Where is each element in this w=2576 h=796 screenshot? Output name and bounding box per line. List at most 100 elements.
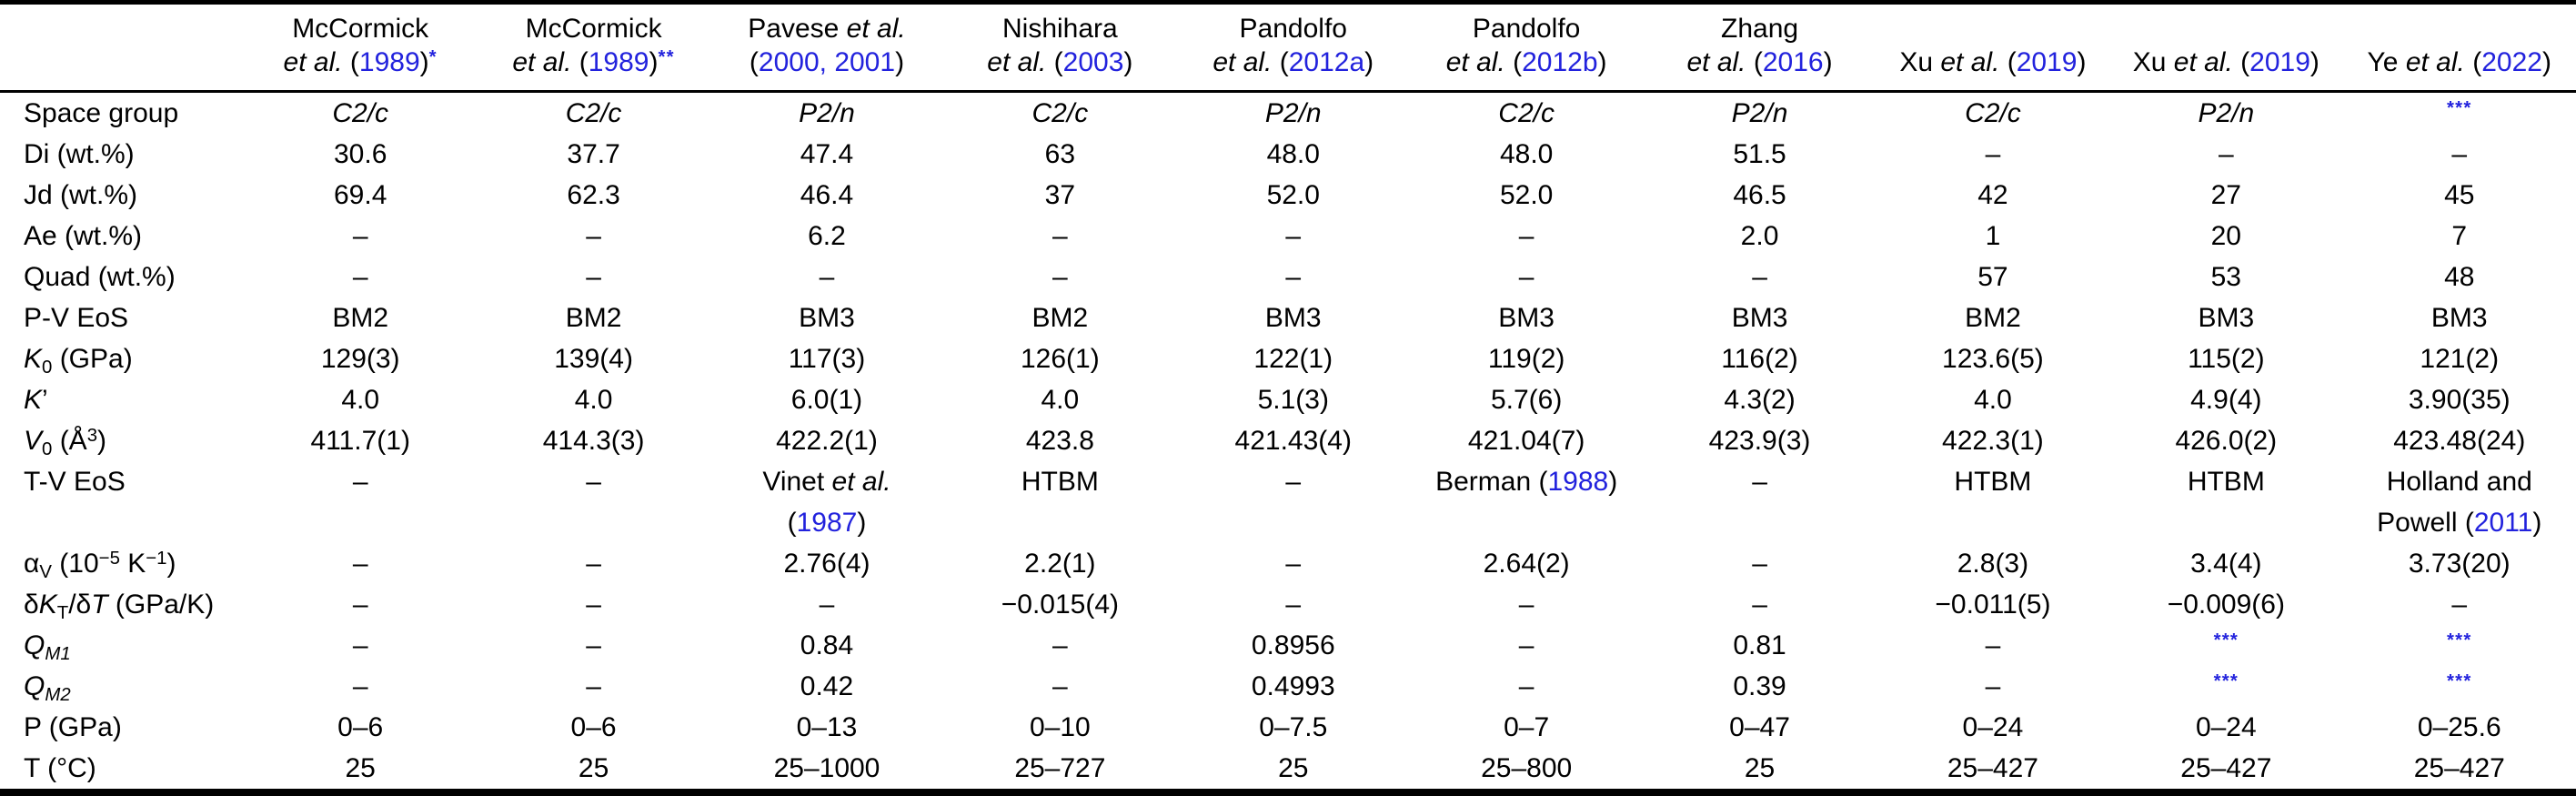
cell-ae-xu-2019-a: 1 <box>1877 216 2109 257</box>
cell-text: – <box>1518 671 1535 701</box>
text-segment: Q <box>24 630 45 660</box>
cell-di-mccormick-1989-b: 37.7 <box>477 134 709 175</box>
footnote-stars-link[interactable]: * <box>428 47 438 68</box>
cell-ae-pandolfo-2012a: – <box>1177 216 1410 257</box>
cell-text: 6.0(1) <box>790 385 863 415</box>
citation-year-link[interactable]: 1989 <box>588 47 649 77</box>
cell-text: – <box>1285 221 1302 251</box>
citation-year-link[interactable]: 2019 <box>2249 47 2310 77</box>
cell-k0-pavese-2000-2001: 117(3) <box>710 338 943 379</box>
citation-year-link[interactable]: 2000, <box>758 47 827 77</box>
text-segment: ) <box>2541 47 2551 77</box>
row-label-pv-eos: P-V EoS <box>0 297 244 338</box>
cell-dkt-dt-pandolfo-2012a: – <box>1177 584 1410 625</box>
cell-quad-pandolfo-2012a: – <box>1177 257 1410 297</box>
citation-year-link[interactable]: 2001 <box>834 47 896 77</box>
text-segment: K <box>24 344 43 374</box>
citation-year-link[interactable]: 2011 <box>2473 508 2533 538</box>
footnote-stars-link[interactable]: *** <box>2447 630 2472 651</box>
cell-alpha-v-xu-2019-a: 2.8(3) <box>1877 543 2109 584</box>
citation-year-link[interactable]: 1989 <box>358 47 420 77</box>
cell-v0-ye-2022: 423.48(24) <box>2343 420 2576 461</box>
table-row-qm1: QM1 – – 0.84 – 0.8956 – 0.81 – *** *** <box>0 625 2576 666</box>
cell-dkt-dt-pandolfo-2012b: – <box>1410 584 1643 625</box>
cell-pv-eos-nishihara-2003: BM2 <box>943 297 1176 338</box>
cell-dkt-dt-mccormick-1989-a: – <box>244 584 477 625</box>
table-top-rule <box>0 0 2576 5</box>
cell-text: – <box>1518 221 1535 251</box>
cell-text: – <box>1985 139 2001 169</box>
cell-text: 25–727 <box>1014 753 1106 783</box>
table-row-t-range: T (°C) 25 25 25–1000 25–727 25 25–800 25 25–427 2… <box>0 748 2576 791</box>
cell-text: 47.4 <box>800 139 854 169</box>
cell-t-range-pandolfo-2012a: 25 <box>1176 748 1410 791</box>
cell-v0-pandolfo-2012a: 421.43(4) <box>1177 420 1410 461</box>
cell-text: – <box>1052 262 1068 292</box>
cell-t-range-ye-2022: 25–427 <box>2342 748 2576 791</box>
citation-year-link[interactable]: 2012b <box>1522 47 1598 77</box>
cell-di-ye-2022: – <box>2343 134 2576 175</box>
cell-text: 25 <box>345 753 376 783</box>
cell-space-group-nishihara-2003: C2/c <box>943 92 1176 135</box>
cell-text: 63 <box>1044 139 1076 169</box>
cell-space-group-pandolfo-2012b: C2/c <box>1410 92 1643 135</box>
cell-text: 46.5 <box>1733 180 1786 210</box>
cell-jd-ye-2022: 45 <box>2343 175 2576 216</box>
footnote-stars-link[interactable]: *** <box>2447 98 2472 119</box>
cell-text: 423.8 <box>1025 426 1094 456</box>
table-row-pv-eos: P-V EoS BM2 BM2 BM3 BM2 BM3 BM3 BM3 BM2 BM3 BM3 <box>0 297 2576 338</box>
text-segment: McCormick <box>525 14 662 44</box>
cell-text: – <box>352 221 368 251</box>
text-segment: et al. <box>1686 47 1754 77</box>
citation-year-link[interactable]: 2016 <box>1762 47 1824 77</box>
row-label-k-prime: K’ <box>0 379 244 420</box>
cell-qm2-nishihara-2003: – <box>943 666 1176 707</box>
cell-dkt-dt-nishihara-2003: −0.015(4) <box>943 584 1176 625</box>
citation-year-link[interactable]: 2003 <box>1062 47 1124 77</box>
table-row-v0: V0 (Å3) 411.7(1) 414.3(3) 422.2(1) 423.8 421.… <box>0 420 2576 461</box>
cell-alpha-v-mccormick-1989-a: – <box>244 543 477 584</box>
cell-space-group-pavese-2000-2001: P2/n <box>710 92 943 135</box>
cell-di-pandolfo-2012a: 48.0 <box>1177 134 1410 175</box>
cell-quad-pandolfo-2012b: – <box>1410 257 1643 297</box>
citation-year-link[interactable]: 1988 <box>1547 467 1609 497</box>
citation-year-link[interactable]: 2019 <box>2016 47 2078 77</box>
cell-text: 42 <box>1977 180 2008 210</box>
text-segment: ) <box>97 426 107 456</box>
footnote-stars-link[interactable]: ** <box>658 47 675 68</box>
text-segment: ) <box>857 508 867 538</box>
cell-pv-eos-ye-2022: BM3 <box>2343 297 2576 338</box>
cell-k0-nishihara-2003: 126(1) <box>943 338 1176 379</box>
cell-text: – <box>1052 671 1068 701</box>
cell-space-group-xu-2019-a: C2/c <box>1877 92 2109 135</box>
row-label-space-group: Space group <box>0 92 244 135</box>
cell-text: – <box>1052 630 1068 660</box>
cell-dkt-dt-ye-2022: – <box>2343 584 2576 625</box>
text-segment: ( <box>1753 47 1763 77</box>
cell-text: – <box>819 589 835 620</box>
column-header-xu-2019-a: Xu et al. (2019) <box>1876 5 2110 93</box>
cell-text: 25–800 <box>1481 753 1573 783</box>
cell-text: 37 <box>1044 180 1076 210</box>
citation-year-link[interactable]: 2022 <box>2481 47 2542 77</box>
cell-text: – <box>1052 221 1068 251</box>
cell-text: 25–427 <box>1947 753 2038 783</box>
cell-text: – <box>1518 262 1535 292</box>
cell-jd-pavese-2000-2001: 46.4 <box>710 175 943 216</box>
footnote-stars-link[interactable]: *** <box>2213 671 2239 692</box>
text-segment: McCormick <box>292 14 429 44</box>
row-label-t-range: T (°C) <box>0 748 244 791</box>
text-segment: ( <box>1053 47 1063 77</box>
column-header-pavese-2000-2001: Pavese et al. (2000, 2001) <box>709 5 944 93</box>
citation-year-link[interactable]: 1987 <box>796 508 858 538</box>
cell-qm2-pavese-2000-2001: 0.42 <box>710 666 943 707</box>
footnote-stars-link[interactable]: *** <box>2447 671 2472 692</box>
cell-text: 121(2) <box>2420 344 2500 374</box>
cell-qm1-mccormick-1989-b: – <box>477 625 709 666</box>
cell-text: – <box>586 630 601 660</box>
cell-alpha-v-mccormick-1989-b: – <box>477 543 709 584</box>
citation-year-link[interactable]: 2012a <box>1288 47 1365 77</box>
text-segment: Xu <box>2132 47 2174 77</box>
table-bottom-rule <box>0 791 2576 796</box>
footnote-stars-link[interactable]: *** <box>2213 630 2239 651</box>
